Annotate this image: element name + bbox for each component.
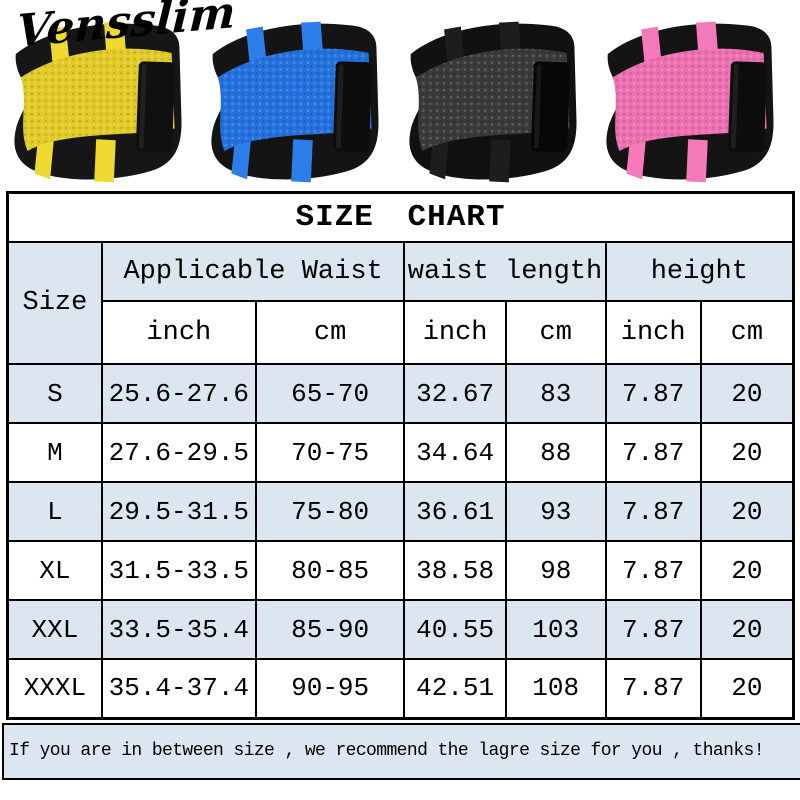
unit-header: inch [403,300,507,365]
unit-header: inch [100,300,257,365]
value-cell: 40.55 [403,599,507,660]
velcro-patch [727,61,767,153]
unit-header: inch [604,300,702,365]
value-cell: 88 [504,422,607,483]
value-cell: 33.5-35.4 [100,599,257,660]
value-cell: 85-90 [254,599,406,660]
value-cell: 20 [699,658,795,719]
unit-header: cm [504,300,607,365]
unit-header: cm [699,300,795,365]
chart-title: SIZE CHART [6,191,795,243]
size-cell: L [6,481,103,542]
footer-note: If you are in between size , we recommen… [2,722,800,780]
size-cell: S [6,363,103,424]
value-cell: 20 [699,599,795,660]
unit-header-row: inch cm inch cm inch cm [8,300,795,365]
column-header-height: height [604,241,795,302]
table-row-xxl: XXL 33.5-35.4 85-90 40.55 103 7.87 20 [6,599,795,660]
value-cell: 7.87 [604,363,702,424]
velcro-patch [135,61,175,153]
size-cell: XL [6,540,103,601]
chart-title-row: SIZE CHART [6,191,795,243]
table-row-l: L 29.5-31.5 75-80 36.61 93 7.87 20 [6,481,795,542]
value-cell: 80-85 [254,540,406,601]
value-cell: 7.87 [604,658,702,719]
value-cell: 42.51 [403,658,507,719]
value-cell: 75-80 [254,481,406,542]
value-cell: 32.67 [403,363,507,424]
waist-trainer-illustration [606,21,774,183]
waist-trainer-image-blue [203,12,399,190]
waist-trainer-illustration [211,21,379,183]
waist-trainer-image-yellow [6,12,202,190]
value-cell: 90-95 [254,658,406,719]
size-cell: M [6,422,103,483]
value-cell: 103 [504,599,607,660]
value-cell: 70-75 [254,422,406,483]
value-cell: 38.58 [403,540,507,601]
value-cell: 7.87 [604,481,702,542]
value-cell: 7.87 [604,540,702,601]
value-cell: 35.4-37.4 [100,658,257,719]
value-cell: 108 [504,658,607,719]
value-cell: 65-70 [254,363,406,424]
value-cell: 7.87 [604,599,702,660]
size-chart-section: SIZE CHART Size Applicable Waist waist l… [6,191,795,720]
value-cell: 20 [699,481,795,542]
column-group-row: Size Applicable Waist waist length heigh… [6,241,795,365]
waist-trainer-illustration [409,21,577,183]
velcro-patch [530,61,570,153]
table-row-xl: XL 31.5-33.5 80-85 38.58 98 7.87 20 [6,540,795,601]
table-row-xxxl: XXXL 35.4-37.4 90-95 42.51 108 7.87 20 [6,658,795,719]
value-cell: 20 [699,540,795,601]
value-cell: 29.5-31.5 [100,481,257,542]
size-cell: XXXL [6,658,103,719]
value-cell: 27.6-29.5 [100,422,257,483]
value-cell: 34.64 [403,422,507,483]
value-cell: 36.61 [403,481,507,542]
value-cell: 31.5-33.5 [100,540,257,601]
waist-trainer-image-black [401,12,597,190]
column-header-applicable-waist: Applicable Waist [100,241,406,302]
waist-trainer-illustration [14,21,182,183]
value-cell: 98 [504,540,607,601]
value-cell: 20 [699,363,795,424]
product-image-strip: Vensslim [0,0,800,191]
column-header-size: Size [6,241,103,365]
table-row-s: S 25.6-27.6 65-70 32.67 83 7.87 20 [6,363,795,424]
waist-trainer-image-pink [598,12,794,190]
value-cell: 25.6-27.6 [100,363,257,424]
value-cell: 7.87 [604,422,702,483]
value-cell: 93 [504,481,607,542]
velcro-patch [333,61,373,153]
value-cell: 83 [504,363,607,424]
unit-header: cm [254,300,406,365]
size-chart-table: SIZE CHART Size Applicable Waist waist l… [6,191,795,720]
column-header-waist-length: waist length [403,241,607,302]
table-row-m: M 27.6-29.5 70-75 34.64 88 7.87 20 [6,422,795,483]
size-cell: XXL [6,599,103,660]
value-cell: 20 [699,422,795,483]
